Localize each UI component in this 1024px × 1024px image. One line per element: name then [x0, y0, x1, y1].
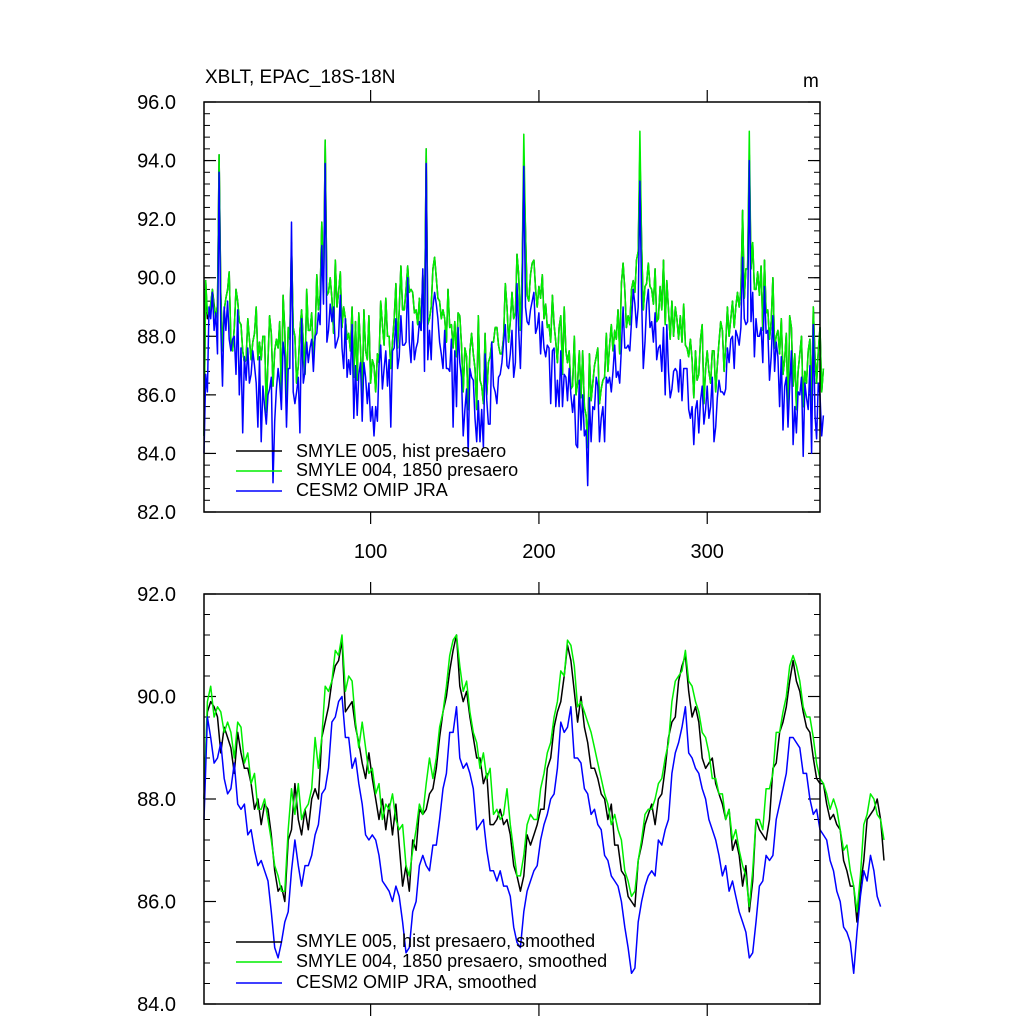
y-tick-label: 90.0 — [137, 687, 176, 709]
bottom-series-line-smyle-004-1850-presaero-smoothed — [203, 634, 885, 913]
top-series-line-smyle-004-1850-presaero — [203, 130, 825, 449]
bottom-panel-series — [203, 634, 885, 975]
legend-label-smyle-004-smoothed: SMYLE 004, 1850 presaero, smoothed — [296, 951, 607, 971]
y-tick-label: 94.0 — [137, 151, 176, 173]
top-panel-ticks: 82.0 84.0 86.0 88.0 90.0 92.0 94.0 96.0 100 200 30… — [137, 90, 820, 563]
y-tick-label: 88.0 — [137, 789, 176, 811]
chart-title: XBLT, EPAC_18S-18N — [205, 67, 395, 88]
legend-label-smyle-004: SMYLE 004, 1850 presaero — [296, 460, 518, 480]
y-tick-label: 86.0 — [137, 892, 176, 914]
legend-label-smyle-005: SMYLE 005, hist presaero — [296, 441, 506, 461]
top-panel-series — [203, 130, 825, 487]
y-tick-label: 92.0 — [137, 209, 176, 231]
y-tick-label: 84.0 — [137, 994, 176, 1016]
top-panel: XBLT, EPAC_18S-18N m 82.0 84.0 86.0 88.0 90.… — [137, 67, 825, 563]
y-tick-label: 92.0 — [137, 584, 176, 606]
bottom-panel-frame — [203, 593, 821, 1005]
legend-label-cesm2-omip-smoothed: CESM2 OMIP JRA, smoothed — [296, 972, 537, 992]
x-tick-label: 200 — [522, 541, 555, 563]
y-tick-label: 90.0 — [137, 268, 176, 290]
units-label: m — [803, 71, 819, 92]
top-series-line-cesm2-omip-jra — [203, 159, 825, 487]
bottom-series-line-cesm2-omip-jra-smoothed — [203, 695, 882, 975]
y-tick-label: 84.0 — [137, 443, 176, 465]
legend-label-smyle-005-smoothed: SMYLE 005, hist presaero, smoothed — [296, 931, 595, 951]
bottom-panel: 84.0 86.0 88.0 90.0 92.0 SMYLE 005, hist pre… — [137, 582, 885, 1016]
x-tick-label: 300 — [691, 541, 724, 563]
top-panel-frame — [203, 101, 821, 513]
bottom-legend: SMYLE 005, hist presaero, smoothed SMYLE… — [236, 931, 607, 992]
legend-label-cesm2-omip: CESM2 OMIP JRA — [296, 480, 448, 500]
x-tick-label: 100 — [354, 541, 387, 563]
y-tick-label: 86.0 — [137, 385, 176, 407]
y-tick-label: 96.0 — [137, 92, 176, 114]
top-legend: SMYLE 005, hist presaero SMYLE 004, 1850… — [236, 441, 518, 500]
y-tick-label: 82.0 — [137, 502, 176, 524]
bottom-series-line-smyle-005-hist-presaero-smoothed — [203, 634, 885, 923]
y-tick-label: 88.0 — [137, 326, 176, 348]
